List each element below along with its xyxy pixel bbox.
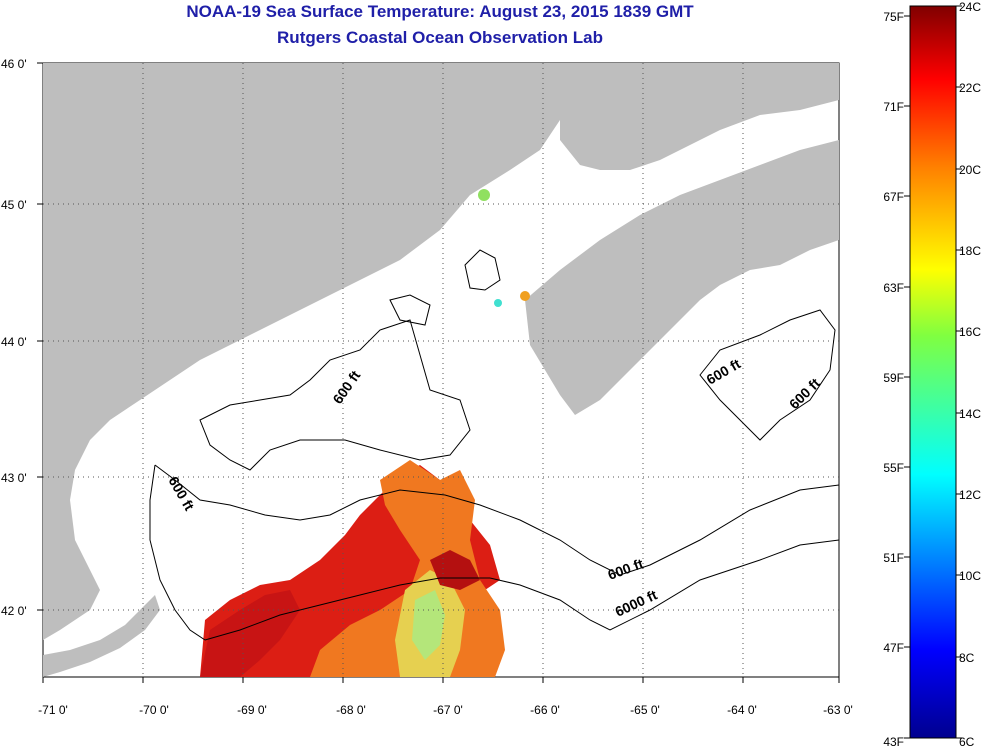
colorbar-fahrenheit-labels: 75F 71F 67F 63F 59F 55F 51F 47F 43F — [883, 10, 904, 749]
map-subtitle: Rutgers Coastal Ocean Observation Lab — [277, 28, 603, 47]
cbar-c-label: 24C — [959, 0, 981, 14]
cbar-f-label: 43F — [883, 735, 904, 749]
cbar-f-label: 59F — [883, 371, 904, 385]
colorbar — [909, 5, 957, 739]
cbar-f-label: 71F — [883, 100, 904, 114]
colorbar-celsius-labels: 24C 22C 20C 18C 16C 14C 12C 10C 8C 6C — [959, 0, 981, 749]
land-nova-scotia — [525, 140, 839, 415]
cbar-f-label: 67F — [883, 190, 904, 204]
cbar-c-label: 12C — [959, 488, 981, 502]
lon-label: -69 0' — [237, 703, 267, 717]
axis-ticks — [37, 62, 840, 683]
cbar-c-label: 22C — [959, 81, 981, 95]
lat-label: 43 0' — [1, 471, 27, 485]
lat-label: 45 0' — [1, 198, 27, 212]
cbar-f-label: 51F — [883, 551, 904, 565]
land-new-brunswick — [560, 63, 839, 170]
longitude-labels: -71 0' -70 0' -69 0' -68 0' -67 0' -66 0… — [38, 703, 853, 717]
lat-label: 42 0' — [1, 604, 27, 618]
cbar-f-label: 75F — [883, 10, 904, 24]
lon-label: -66 0' — [530, 703, 560, 717]
lat-label: 46 0' — [1, 57, 27, 71]
sst-spot-2 — [520, 291, 530, 301]
cbar-c-label: 16C — [959, 325, 981, 339]
sst-spot-1 — [478, 189, 490, 201]
cbar-c-label: 8C — [959, 651, 975, 665]
lon-label: -68 0' — [336, 703, 366, 717]
cbar-f-label: 47F — [883, 641, 904, 655]
sst-patch-red-west — [200, 590, 300, 677]
colorbar-ticks — [904, 5, 962, 739]
lon-label: -71 0' — [38, 703, 68, 717]
cbar-c-label: 18C — [959, 244, 981, 258]
sst-patch-green — [412, 590, 445, 660]
bathymetry-contours — [149, 249, 839, 641]
cbar-f-label: 55F — [883, 461, 904, 475]
land-new-england — [43, 63, 560, 640]
map-title: NOAA-19 Sea Surface Temperature: August … — [186, 2, 694, 21]
lat-label: 44 0' — [1, 335, 27, 349]
lon-label: -67 0' — [433, 703, 463, 717]
cbar-c-label: 20C — [959, 163, 981, 177]
lon-label: -70 0' — [139, 703, 169, 717]
land-cape-cod — [43, 595, 160, 677]
cbar-c-label: 6C — [959, 735, 975, 749]
lon-label: -64 0' — [727, 703, 757, 717]
sst-patch-darkred — [430, 550, 480, 590]
latitude-labels: 46 0' 45 0' 44 0' 43 0' 42 0' — [1, 57, 27, 618]
lon-label: -65 0' — [630, 703, 660, 717]
cbar-f-label: 63F — [883, 281, 904, 295]
cbar-c-label: 14C — [959, 407, 981, 421]
cbar-c-label: 10C — [959, 569, 981, 583]
sst-spot-3 — [494, 299, 502, 307]
lon-label: -63 0' — [823, 703, 853, 717]
